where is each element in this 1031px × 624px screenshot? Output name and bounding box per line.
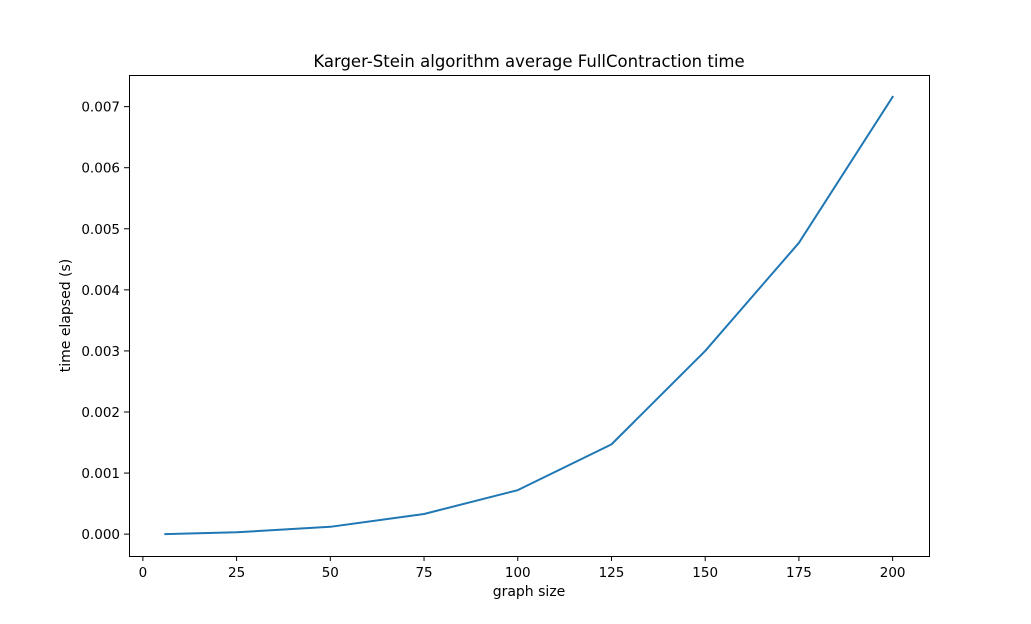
y-tick-label: 0.000 [81, 527, 120, 543]
y-axis-label: time elapsed (s) [58, 259, 74, 373]
x-tick-label: 125 [599, 565, 625, 581]
series-layer [164, 95, 895, 536]
x-tick-label: 25 [228, 565, 245, 581]
x-tick-label: 75 [415, 565, 432, 581]
x-axis-ticks: 0 25 50 75 100 125 150 175 200 [139, 556, 906, 581]
series-line [164, 95, 895, 536]
x-tick-label: 175 [786, 565, 812, 581]
x-tick-label: 200 [880, 565, 906, 581]
y-tick-label: 0.004 [81, 283, 120, 299]
x-tick-label: 150 [692, 565, 718, 581]
x-tick-label: 100 [505, 565, 531, 581]
y-tick-label: 0.005 [81, 222, 120, 238]
y-tick-label: 0.006 [81, 161, 120, 177]
x-tick-label: 50 [322, 565, 339, 581]
y-axis-ticks: 0.000 0.001 0.002 0.003 0.004 0.005 0.006 0.007 [81, 100, 129, 543]
y-tick-label: 0.001 [81, 466, 120, 482]
y-tick-label: 0.007 [81, 100, 120, 116]
y-tick-label: 0.002 [81, 405, 120, 421]
plot-frame [129, 75, 930, 557]
x-tick-label: 0 [139, 565, 148, 581]
x-axis-label: graph size [493, 584, 566, 600]
y-tick-label: 0.003 [81, 344, 120, 360]
chart-title: Karger-Stein algorithm average FullContr… [313, 52, 744, 71]
